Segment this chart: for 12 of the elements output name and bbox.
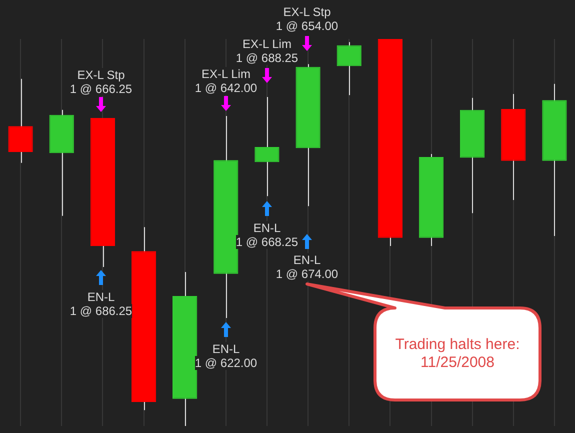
annotation: EX-L Lim 1 @ 642.00 xyxy=(194,67,258,95)
candlestick xyxy=(254,96,280,197)
annotation: EN-L 1 @ 674.00 xyxy=(276,253,338,281)
annotation: EN-L 1 @ 686.25 xyxy=(70,290,132,318)
candlestick xyxy=(8,78,33,164)
candlestick xyxy=(336,42,362,96)
annotation: EX-L Stp 1 @ 666.25 xyxy=(70,68,132,96)
annotation: EX-L Lim 1 @ 688.25 xyxy=(236,37,298,65)
annotation: EN-L 1 @ 622.00 xyxy=(194,342,258,370)
text: EX-L Stp 1 @ 654.00 xyxy=(276,5,338,33)
annotation: EN-L 1 @ 668.25 xyxy=(236,221,298,249)
annotation: Trading halts here: 11/25/2008 xyxy=(394,336,521,372)
